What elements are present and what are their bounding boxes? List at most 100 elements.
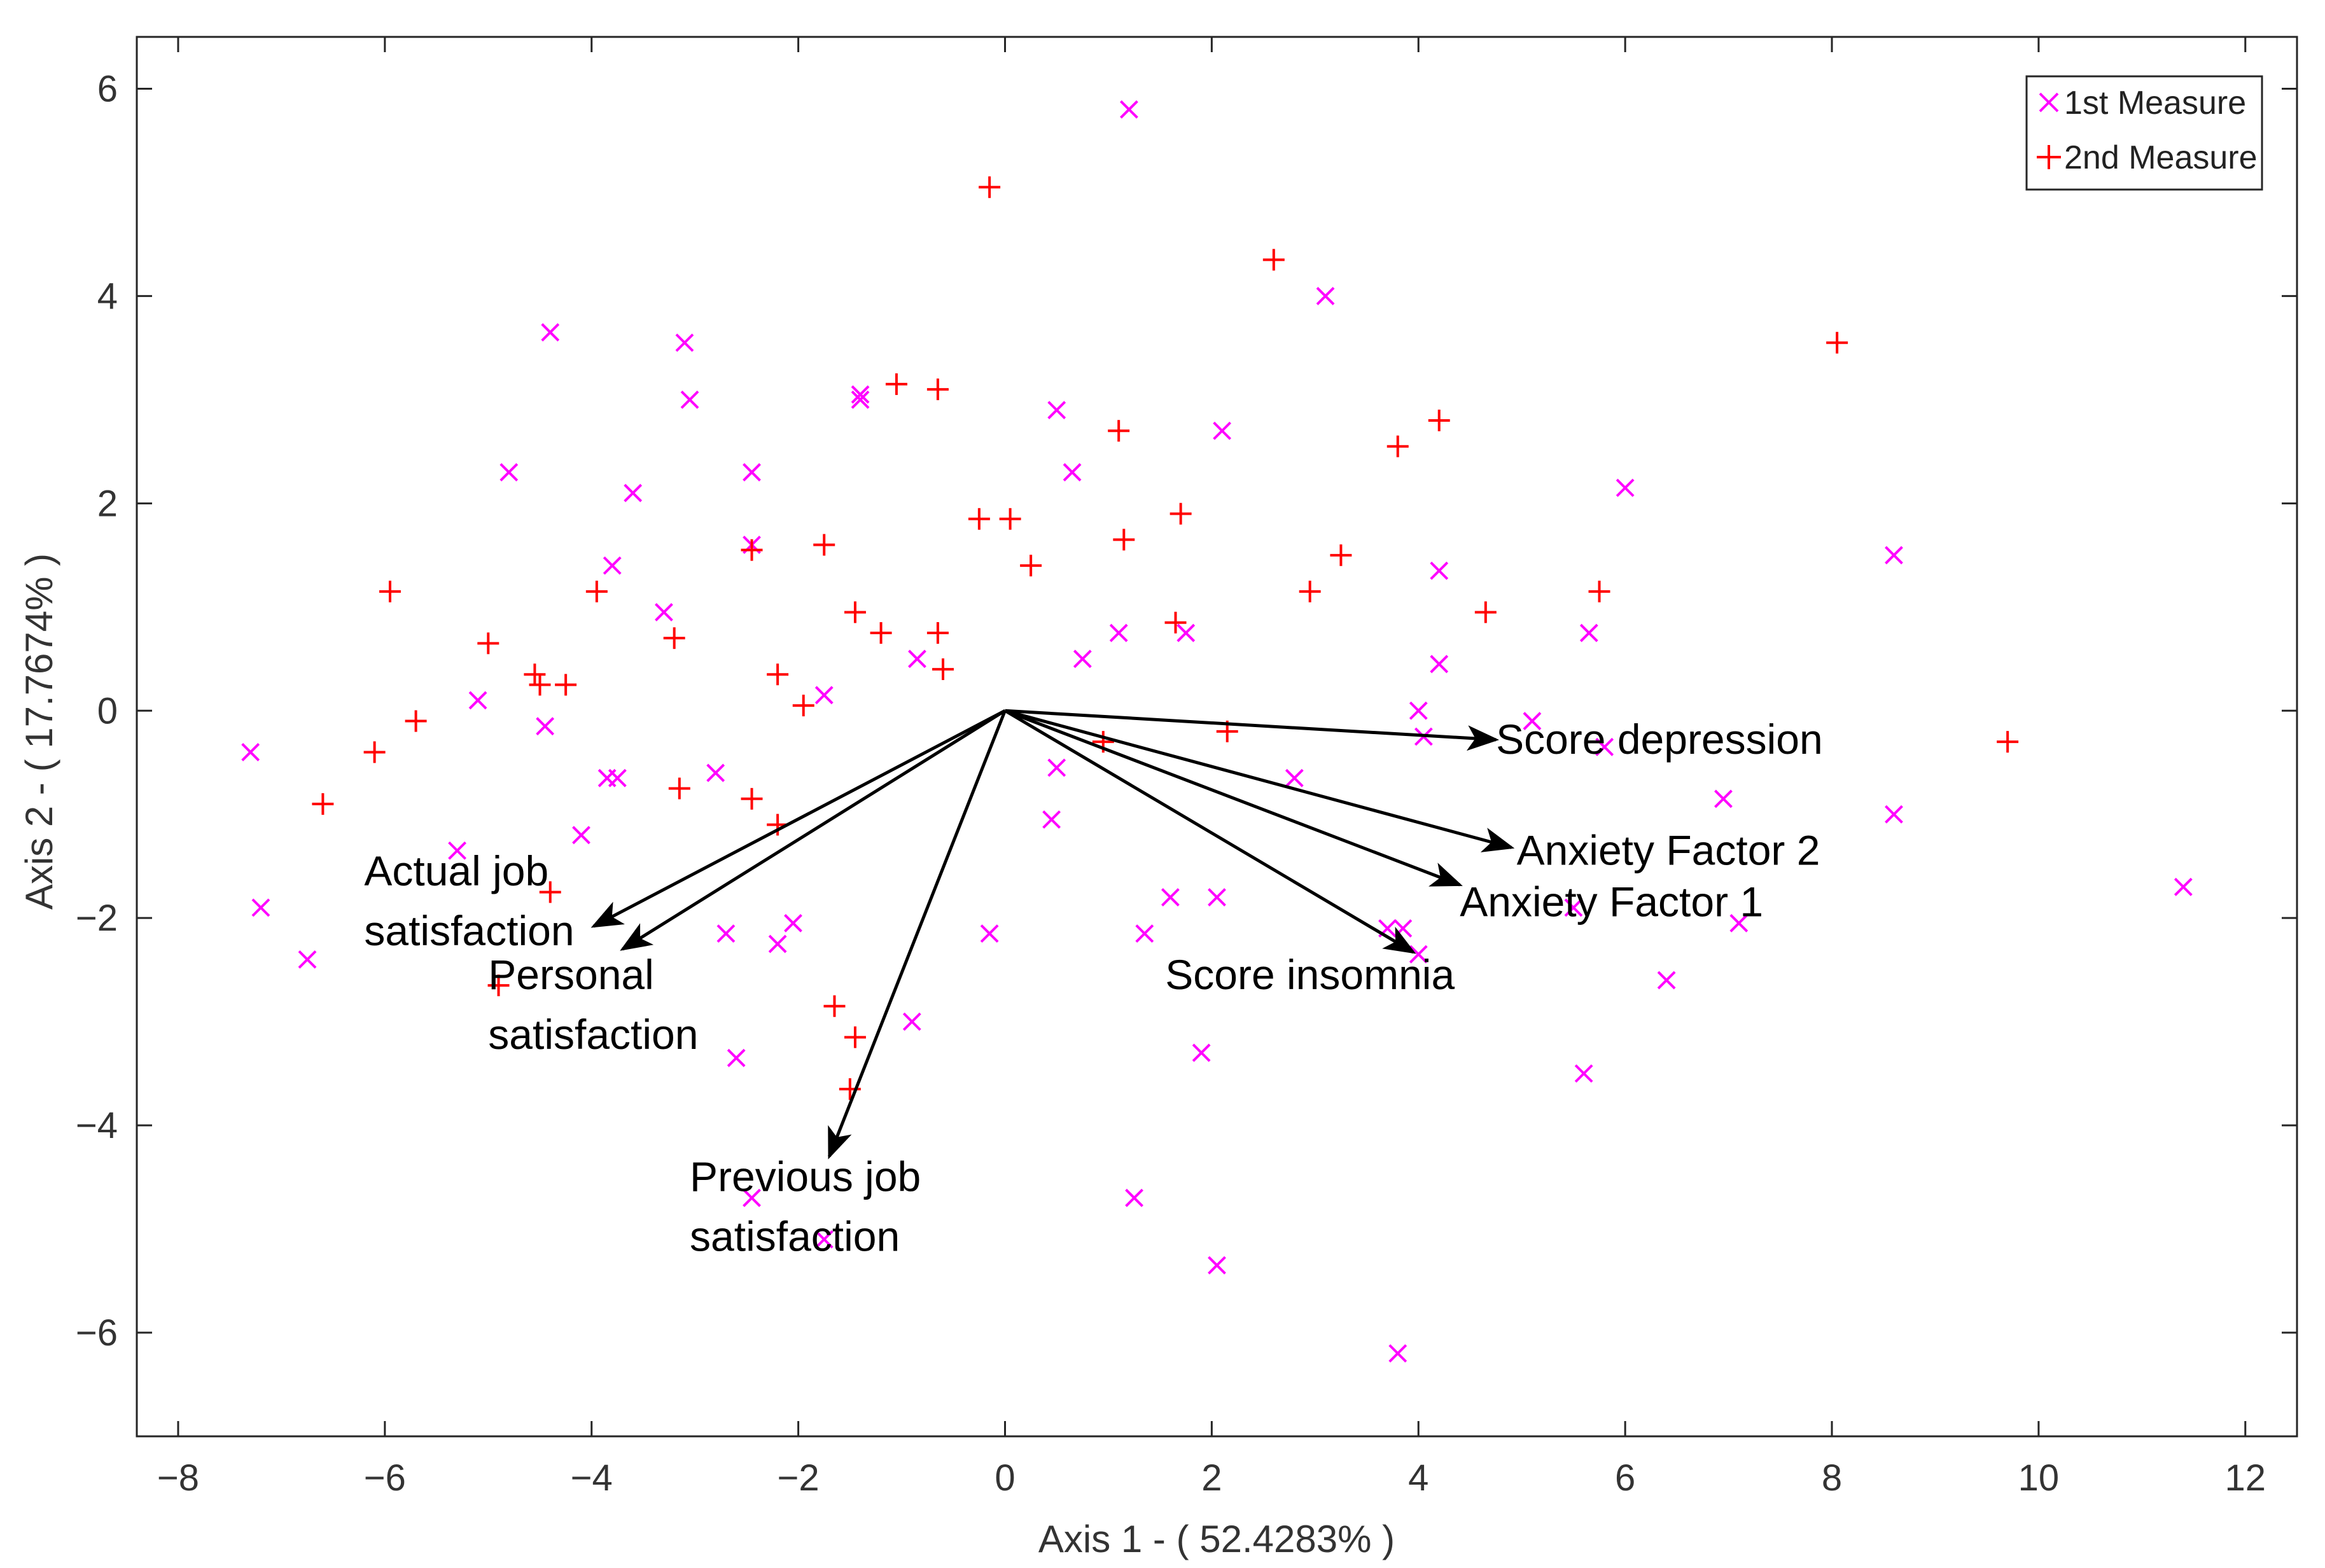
point-2nd-measure bbox=[885, 373, 907, 395]
point-2nd-measure bbox=[1997, 731, 2019, 753]
vector-label-personal-satisfaction: Personal bbox=[488, 951, 654, 998]
point-1st-measure bbox=[1073, 649, 1092, 669]
point-1st-measure bbox=[608, 768, 627, 787]
x-tick-label: −4 bbox=[571, 1457, 613, 1499]
point-1st-measure bbox=[251, 898, 270, 917]
y-tick-label: 0 bbox=[97, 690, 118, 732]
point-1st-measure bbox=[1047, 758, 1066, 777]
point-1st-measure bbox=[1574, 1064, 1593, 1083]
legend-box bbox=[2025, 75, 2263, 191]
x-axis-title: Axis 1 - ( 52.4283% ) bbox=[1038, 1518, 1395, 1560]
point-2nd-measure bbox=[792, 695, 814, 717]
y-tick-label: −2 bbox=[76, 898, 118, 939]
point-1st-measure bbox=[1213, 421, 1232, 440]
point-1st-measure bbox=[743, 463, 761, 482]
point-1st-measure bbox=[1430, 655, 1449, 674]
point-1st-measure bbox=[1316, 286, 1335, 305]
point-1st-measure bbox=[541, 323, 560, 342]
point-1st-measure bbox=[1047, 401, 1066, 420]
point-2nd-measure bbox=[741, 787, 763, 810]
point-1st-measure bbox=[675, 333, 694, 352]
point-2nd-measure bbox=[379, 580, 401, 602]
point-2nd-measure bbox=[968, 508, 990, 530]
point-2nd-measure bbox=[741, 539, 763, 561]
point-1st-measure bbox=[706, 763, 725, 782]
x-tick-label: 0 bbox=[995, 1457, 1015, 1499]
point-1st-measure bbox=[716, 924, 736, 943]
legend-marker-2nd-measure bbox=[2037, 145, 2061, 169]
vector-label-previous-job-satisfaction: satisfaction bbox=[690, 1213, 900, 1260]
point-1st-measure bbox=[1885, 546, 1903, 565]
point-1st-measure bbox=[908, 649, 926, 669]
point-2nd-measure bbox=[844, 601, 866, 623]
vector-label-actual-job-satisfaction: satisfaction bbox=[364, 907, 574, 954]
point-2nd-measure bbox=[1588, 580, 1610, 602]
x-tick-label: 12 bbox=[2225, 1457, 2266, 1499]
point-1st-measure bbox=[1176, 623, 1196, 642]
point-1st-measure bbox=[1430, 561, 1449, 580]
point-2nd-measure bbox=[870, 622, 892, 644]
vector-arrow-anxiety-factor-1 bbox=[1004, 709, 1463, 887]
point-1st-measure bbox=[1729, 913, 1749, 933]
vector-label-anxiety-factor-1: Anxiety Factor 1 bbox=[1460, 878, 1763, 926]
vector-arrow-previous-job-satisfaction bbox=[828, 710, 1007, 1160]
point-1st-measure bbox=[1409, 701, 1428, 720]
point-1st-measure bbox=[1523, 712, 1542, 730]
point-2nd-measure bbox=[1108, 420, 1130, 442]
point-1st-measure bbox=[1161, 888, 1180, 907]
y-tick-label: 4 bbox=[97, 275, 118, 317]
point-2nd-measure bbox=[487, 975, 510, 997]
point-1st-measure bbox=[655, 603, 673, 621]
vector-arrow-personal-satisfaction bbox=[620, 709, 1006, 951]
x-tick-label: 4 bbox=[1408, 1457, 1428, 1499]
point-2nd-measure bbox=[1386, 435, 1409, 457]
point-1st-measure bbox=[814, 686, 834, 705]
point-1st-measure bbox=[499, 463, 519, 482]
point-2nd-measure bbox=[663, 627, 685, 649]
point-2nd-measure bbox=[555, 674, 577, 696]
vector-label-score-depression: Score depression bbox=[1496, 716, 1823, 763]
point-2nd-measure bbox=[823, 995, 846, 1017]
point-2nd-measure bbox=[979, 176, 1001, 198]
point-1st-measure bbox=[768, 934, 787, 954]
point-2nd-measure bbox=[999, 508, 1021, 530]
point-1st-measure bbox=[1120, 100, 1138, 119]
point-2nd-measure bbox=[1113, 529, 1135, 551]
point-1st-measure bbox=[1135, 924, 1154, 943]
point-1st-measure bbox=[1042, 810, 1061, 829]
point-1st-measure bbox=[902, 1012, 921, 1031]
point-2nd-measure bbox=[1164, 611, 1187, 634]
point-1st-measure bbox=[603, 556, 622, 575]
point-1st-measure bbox=[1109, 623, 1128, 642]
point-2nd-measure bbox=[767, 663, 789, 686]
point-2nd-measure bbox=[1330, 544, 1352, 566]
point-2nd-measure bbox=[1826, 331, 1848, 354]
vector-arrow-score-insomnia bbox=[1004, 709, 1416, 954]
legend: 1st Measure 2nd Measure bbox=[2025, 75, 2263, 191]
point-1st-measure bbox=[1616, 478, 1635, 497]
point-1st-measure bbox=[1063, 463, 1082, 482]
point-2nd-measure bbox=[405, 710, 427, 732]
point-2nd-measure bbox=[926, 622, 949, 644]
point-2nd-measure bbox=[477, 632, 499, 655]
point-2nd-measure bbox=[813, 534, 835, 556]
x-tick-label: 8 bbox=[1822, 1457, 1842, 1499]
y-tick-label: −6 bbox=[76, 1312, 118, 1354]
x-tick-label: 2 bbox=[1201, 1457, 1222, 1499]
point-2nd-measure bbox=[1299, 580, 1321, 602]
x-tick-label: −8 bbox=[157, 1457, 199, 1499]
vector-label-actual-job-satisfaction: Actual job bbox=[364, 847, 548, 894]
point-1st-measure bbox=[1208, 888, 1226, 907]
point-2nd-measure bbox=[312, 793, 334, 815]
point-1st-measure bbox=[1192, 1043, 1211, 1062]
point-1st-measure bbox=[814, 1230, 834, 1249]
point-1st-measure bbox=[1579, 623, 1598, 642]
point-1st-measure bbox=[572, 826, 590, 845]
point-2nd-measure bbox=[585, 580, 608, 602]
point-1st-measure bbox=[1564, 898, 1583, 917]
point-1st-measure bbox=[1714, 789, 1733, 808]
plot-area-frame bbox=[136, 36, 2298, 1438]
point-2nd-measure bbox=[1169, 503, 1192, 525]
legend-label-1st-measure: 1st Measure bbox=[2064, 85, 2246, 121]
point-1st-measure bbox=[2174, 877, 2193, 896]
